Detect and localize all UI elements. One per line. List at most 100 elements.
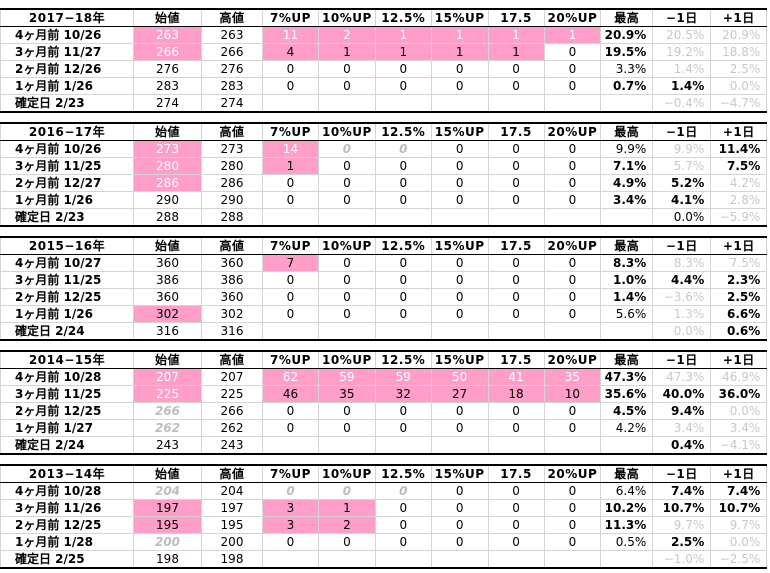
cell[interactable]: 4.2% (710, 174, 768, 192)
cell[interactable]: 5.2% (652, 174, 712, 192)
cell[interactable]: 0 (374, 499, 432, 517)
cell[interactable]: 35 (318, 385, 376, 403)
cell[interactable]: 4.2% (600, 419, 654, 437)
cell[interactable]: 20.9% (600, 26, 654, 44)
cell[interactable]: 0 (487, 305, 545, 323)
cell[interactable]: 0 (318, 419, 376, 437)
column-header[interactable]: 7%UP (262, 122, 319, 141)
cell[interactable]: 0 (374, 271, 432, 289)
cell[interactable]: 10.7% (710, 499, 768, 517)
cell[interactable]: −5.9% (710, 208, 768, 227)
cell[interactable] (600, 322, 654, 341)
column-header[interactable]: −1日 (652, 8, 712, 27)
cell[interactable]: 2.3% (710, 271, 768, 289)
cell[interactable]: 7.1% (600, 157, 654, 175)
cell[interactable]: 0 (543, 157, 602, 175)
cell[interactable]: 0 (374, 482, 432, 500)
column-header[interactable]: 17.5 (487, 236, 545, 255)
cell[interactable]: 386 (133, 271, 202, 289)
column-header[interactable]: 始値 (133, 236, 202, 255)
cell[interactable]: 1 (430, 26, 489, 44)
cell[interactable]: 0 (543, 271, 602, 289)
cell[interactable]: 3.4% (710, 419, 768, 437)
year-label[interactable]: 2016−17年 (0, 122, 134, 141)
cell[interactable]: 4.4% (652, 271, 712, 289)
cell[interactable]: 0.4% (652, 436, 712, 455)
cell[interactable] (374, 550, 432, 569)
cell[interactable]: 0 (262, 288, 319, 306)
row-label[interactable]: 1ヶ月前 1/26 (0, 191, 134, 209)
cell[interactable]: 46.9% (710, 368, 768, 386)
cell[interactable]: 316 (133, 322, 202, 341)
cell[interactable]: 5.7% (652, 157, 712, 175)
cell[interactable]: 0 (487, 288, 545, 306)
cell[interactable]: 288 (133, 208, 202, 227)
cell[interactable]: 225 (201, 385, 263, 403)
cell[interactable]: 200 (133, 533, 202, 551)
column-header[interactable]: 20%UP (543, 464, 602, 483)
cell[interactable]: 0 (262, 77, 319, 95)
cell[interactable]: −3.6% (652, 288, 712, 306)
cell[interactable]: 10.7% (652, 499, 712, 517)
cell[interactable]: 0 (543, 419, 602, 437)
cell[interactable]: 0 (487, 419, 545, 437)
cell[interactable]: 0 (430, 271, 489, 289)
column-header[interactable]: +1日 (710, 350, 768, 369)
cell[interactable]: 0 (318, 254, 376, 272)
column-header[interactable]: 10%UP (318, 464, 376, 483)
cell[interactable]: 360 (201, 288, 263, 306)
cell[interactable]: 9.9% (652, 140, 712, 158)
row-label[interactable]: 2ヶ月前 12/26 (0, 60, 134, 78)
cell[interactable]: 1 (374, 26, 432, 44)
cell[interactable]: 0 (543, 140, 602, 158)
cell[interactable]: 198 (201, 550, 263, 569)
cell[interactable]: 0.0% (710, 77, 768, 95)
row-label[interactable]: 1ヶ月前 1/27 (0, 419, 134, 437)
cell[interactable]: 4 (262, 43, 319, 61)
cell[interactable]: 0 (318, 482, 376, 500)
cell[interactable]: 0 (318, 77, 376, 95)
cell[interactable]: 4.5% (600, 402, 654, 420)
cell[interactable] (374, 94, 432, 113)
column-header[interactable]: 7%UP (262, 350, 319, 369)
row-label[interactable]: 3ヶ月前 11/26 (0, 499, 134, 517)
cell[interactable]: 27 (430, 385, 489, 403)
cell[interactable]: 11.4% (710, 140, 768, 158)
cell[interactable]: 10 (543, 385, 602, 403)
cell[interactable]: 0 (543, 533, 602, 551)
cell[interactable]: 0 (543, 288, 602, 306)
cell[interactable]: 46 (262, 385, 319, 403)
cell[interactable]: 360 (133, 288, 202, 306)
cell[interactable] (487, 322, 545, 341)
cell[interactable]: 0 (374, 402, 432, 420)
column-header[interactable]: 20%UP (543, 236, 602, 255)
column-header[interactable]: 最高 (600, 236, 654, 255)
cell[interactable]: 0 (430, 305, 489, 323)
cell[interactable]: 0 (374, 419, 432, 437)
cell[interactable] (487, 208, 545, 227)
column-header[interactable]: 17.5 (487, 464, 545, 483)
cell[interactable]: 0 (374, 140, 432, 158)
cell[interactable]: 0 (487, 174, 545, 192)
cell[interactable]: 10.2% (600, 499, 654, 517)
column-header[interactable]: 7%UP (262, 236, 319, 255)
cell[interactable]: 2 (318, 26, 376, 44)
cell[interactable]: 204 (201, 482, 263, 500)
cell[interactable]: 0 (430, 254, 489, 272)
cell[interactable] (487, 550, 545, 569)
column-header[interactable]: 始値 (133, 8, 202, 27)
column-header[interactable]: 12.5% (374, 464, 432, 483)
cell[interactable]: 204 (133, 482, 202, 500)
cell[interactable]: 276 (201, 60, 263, 78)
cell[interactable] (487, 94, 545, 113)
cell[interactable]: 0 (543, 254, 602, 272)
cell[interactable]: 2.8% (710, 191, 768, 209)
year-label[interactable]: 2015−16年 (0, 236, 134, 255)
cell[interactable]: 263 (133, 26, 202, 44)
cell[interactable]: 0 (487, 482, 545, 500)
column-header[interactable]: 15%UP (430, 122, 489, 141)
cell[interactable]: 0 (543, 305, 602, 323)
cell[interactable]: 273 (133, 140, 202, 158)
cell[interactable]: 2 (318, 516, 376, 534)
cell[interactable]: 0 (543, 402, 602, 420)
